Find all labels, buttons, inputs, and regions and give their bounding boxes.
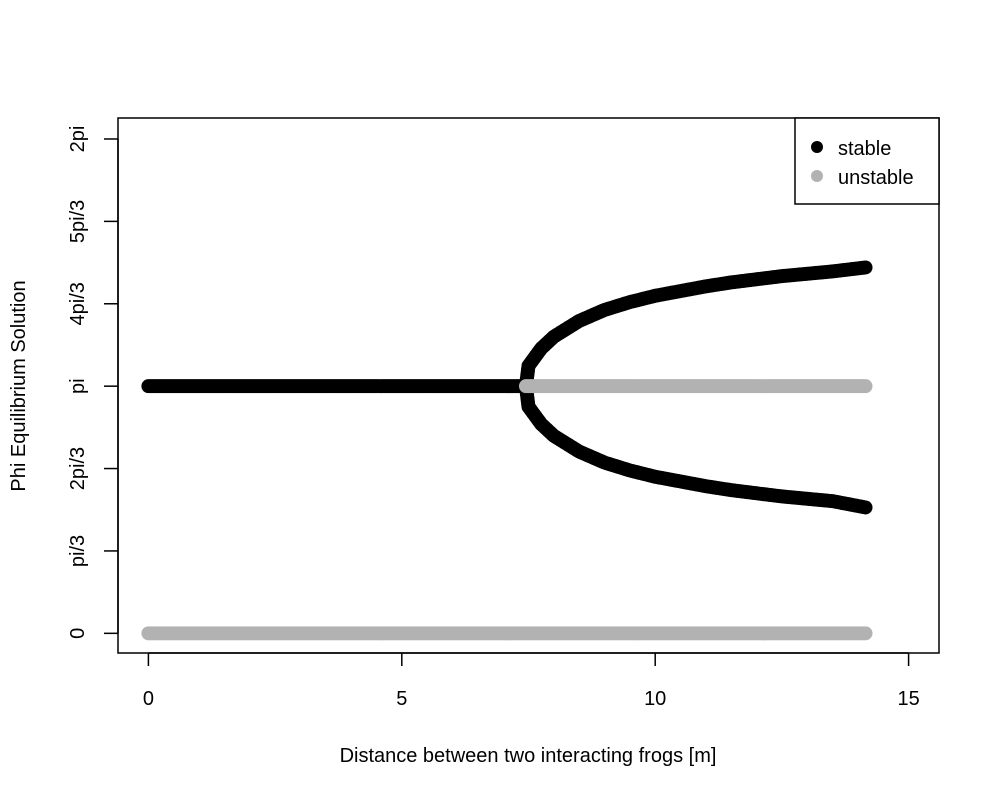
y-tick-label-2pi: 2pi <box>67 126 89 153</box>
y-tick-label-4pi-3: 4pi/3 <box>67 282 89 325</box>
legend-marker-unstable <box>811 170 823 182</box>
legend: stable unstable <box>794 117 940 205</box>
x-tick-label-0: 0 <box>143 688 154 710</box>
x-tick-label-15: 15 <box>897 688 919 710</box>
y-tick-label-5pi-3: 5pi/3 <box>67 200 89 243</box>
x-axis: 0 5 10 15 <box>143 652 920 710</box>
y-tick-label-0: 0 <box>67 628 89 639</box>
series-stable <box>141 260 873 515</box>
legend-box <box>794 117 940 205</box>
x-tick-label-5: 5 <box>396 688 407 710</box>
y-tick-label-2pi-3: 2pi/3 <box>67 447 89 490</box>
x-axis-label: Distance between two interacting frogs [… <box>340 745 717 767</box>
x-tick-label-10: 10 <box>644 688 666 710</box>
legend-label-unstable: unstable <box>838 167 914 189</box>
y-axis: 0 pi/3 2pi/3 pi 4pi/3 5pi/3 2pi <box>67 126 119 639</box>
point-stable <box>858 260 873 275</box>
legend-marker-stable <box>811 141 823 153</box>
y-tick-label-pi: pi <box>67 378 89 394</box>
series-unstable <box>141 379 873 641</box>
point-unstable <box>858 379 873 394</box>
point-unstable <box>858 626 873 641</box>
y-tick-label-pi-3: pi/3 <box>67 535 89 567</box>
series-layer <box>141 260 873 641</box>
legend-label-stable: stable <box>838 138 891 160</box>
y-axis-label: Phi Equilibrium Solution <box>8 280 30 491</box>
point-stable <box>858 500 873 515</box>
